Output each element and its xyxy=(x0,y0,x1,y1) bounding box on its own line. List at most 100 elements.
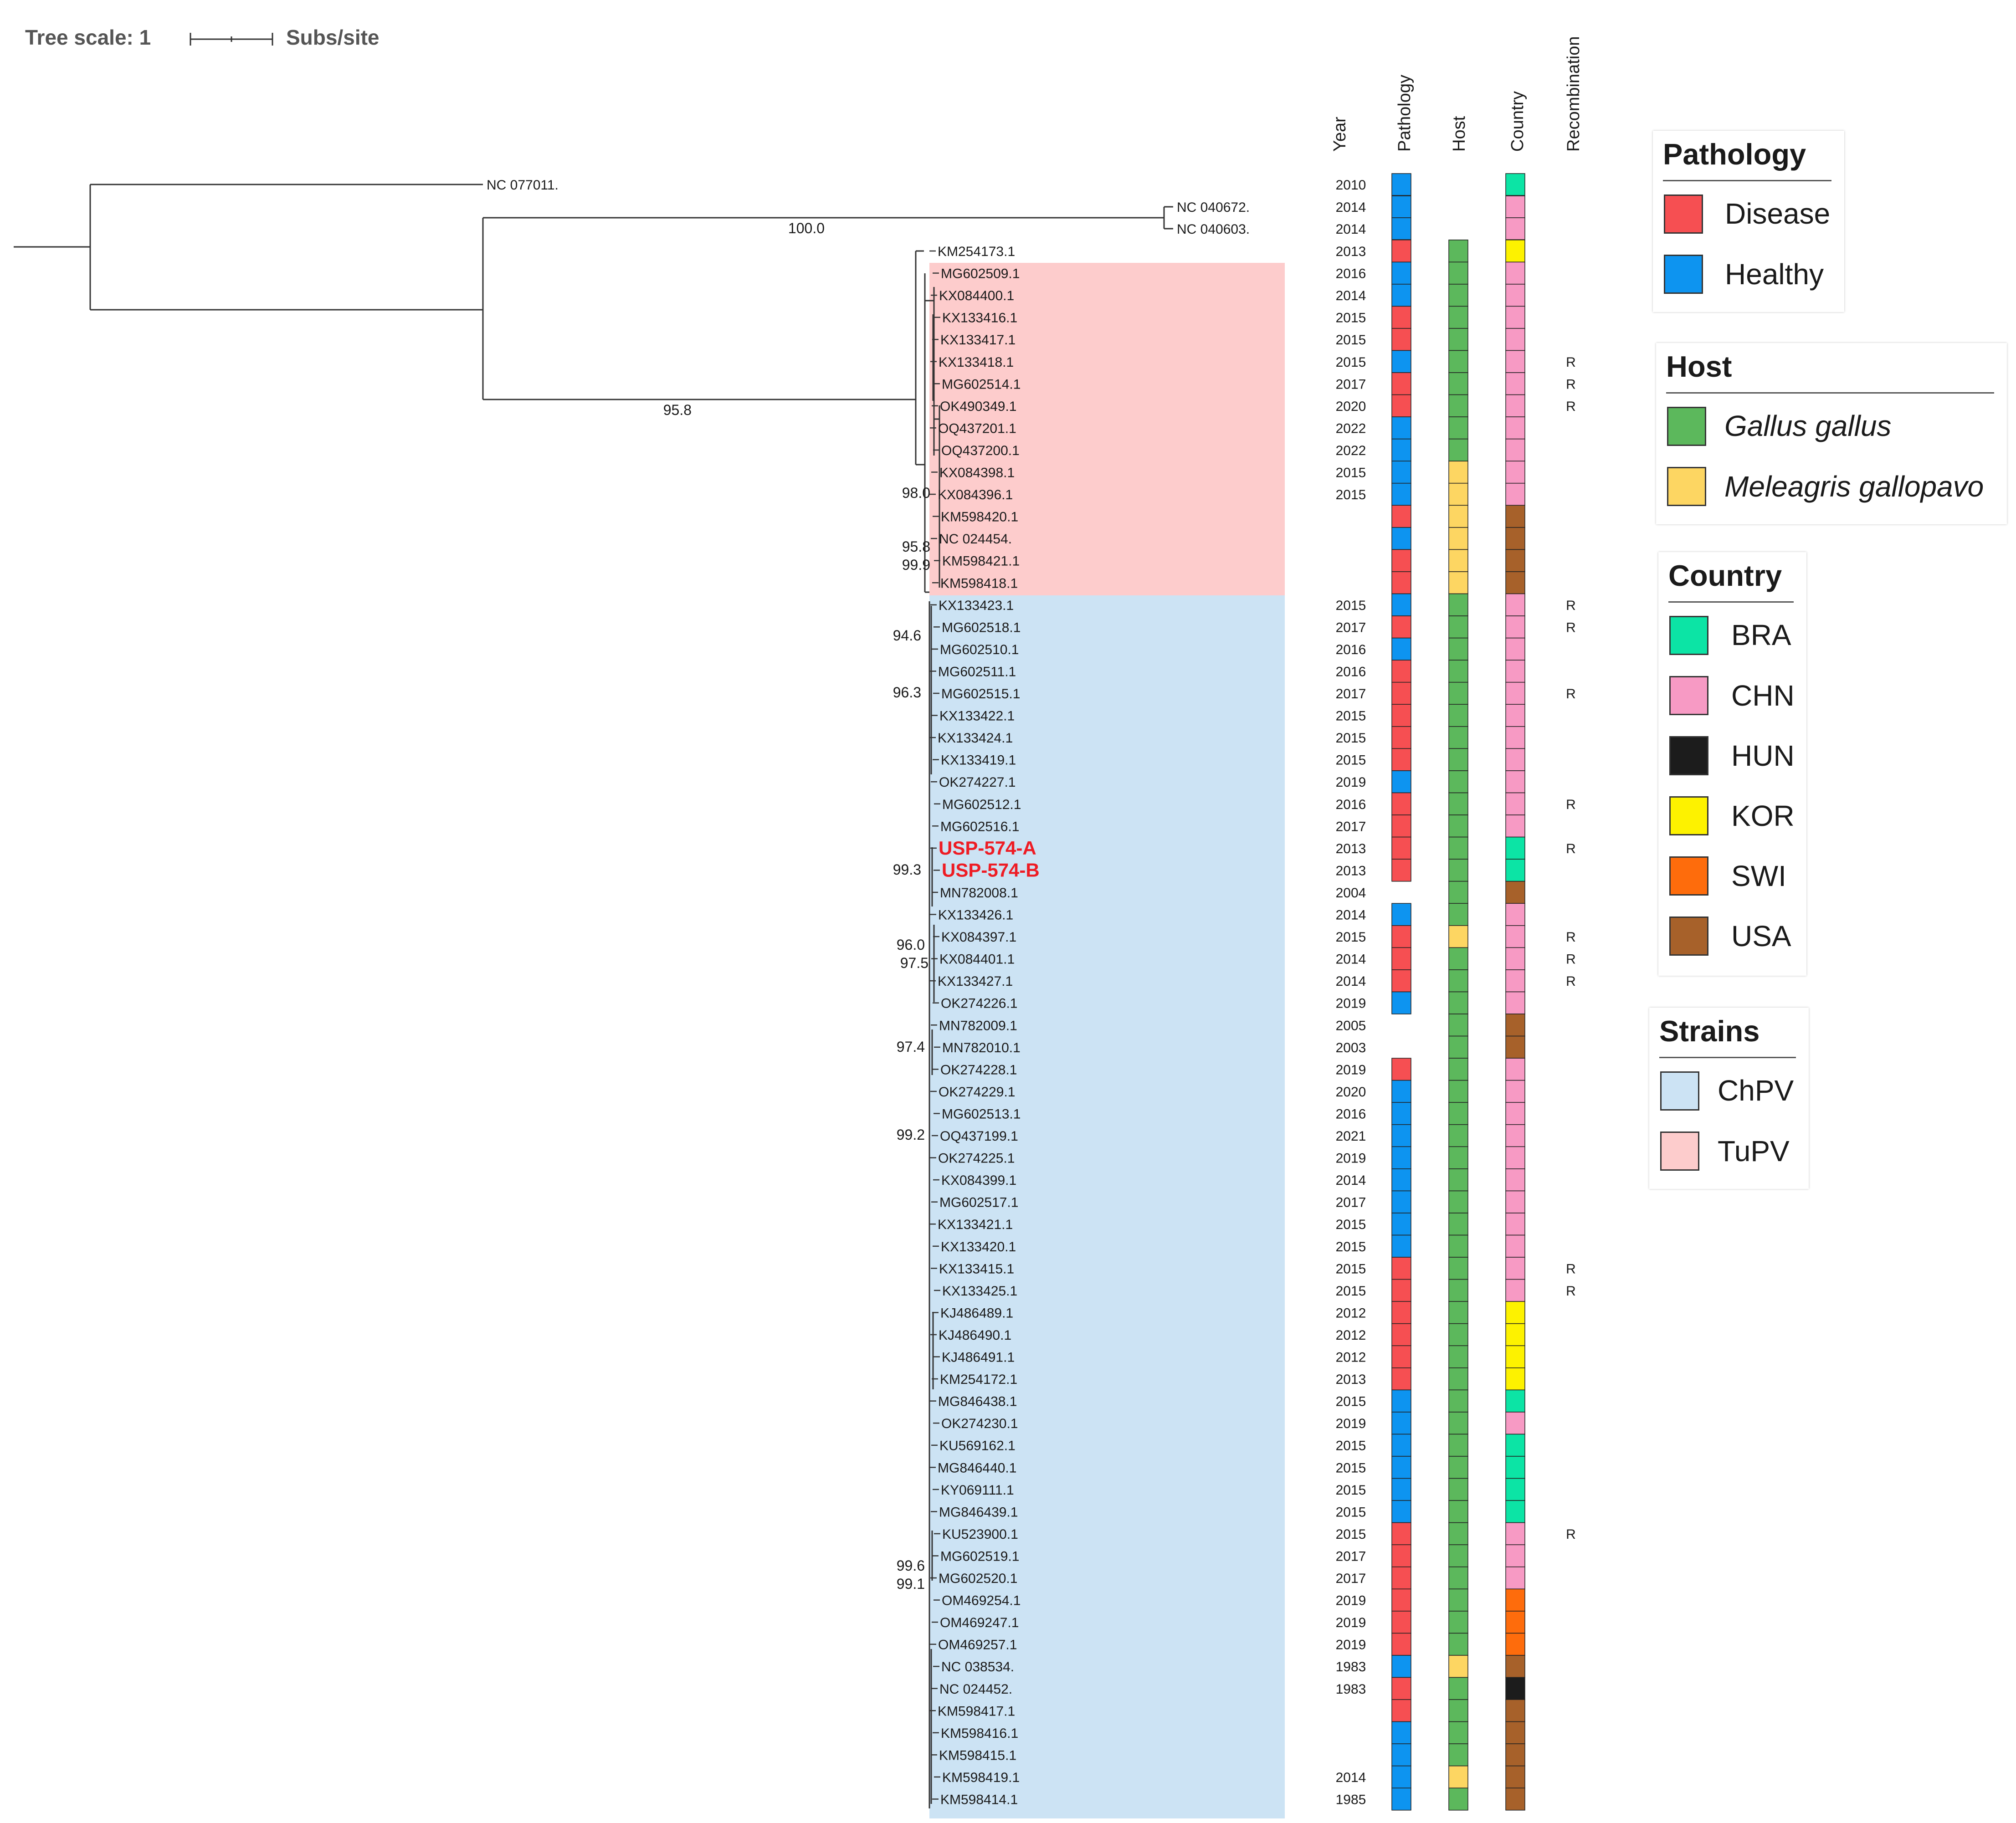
country-cell xyxy=(1505,1456,1525,1479)
host-cell xyxy=(1448,704,1468,727)
recombination-flag: R xyxy=(1566,1527,1576,1542)
legend-divider xyxy=(1668,601,1794,603)
year-value: 2012 xyxy=(1336,1350,1366,1365)
taxon-label: MN782009.1 xyxy=(939,1018,1017,1033)
year-value: 2015 xyxy=(1336,487,1366,502)
year-value: 2015 xyxy=(1336,930,1366,945)
year-value: 2010 xyxy=(1336,178,1366,193)
healthy-swatch xyxy=(1664,255,1703,294)
pathology-cell xyxy=(1391,461,1411,484)
bootstrap-label: 96.0 xyxy=(897,937,925,953)
country-cell xyxy=(1505,1787,1525,1811)
country-cell xyxy=(1505,1699,1525,1722)
host-cell xyxy=(1448,1367,1468,1391)
country-cell xyxy=(1505,394,1525,417)
taxon-label: MG846438.1 xyxy=(938,1394,1017,1409)
recombination-flag: R xyxy=(1566,1261,1576,1276)
taxon-label: OK274227.1 xyxy=(939,775,1016,790)
country-cell xyxy=(1505,925,1525,948)
pathology-cell xyxy=(1391,1611,1411,1634)
taxon-label: MG602517.1 xyxy=(939,1195,1018,1210)
taxon-label: NC 038534. xyxy=(941,1659,1014,1674)
host-cell xyxy=(1448,748,1468,771)
pathology-legend: Pathology Disease Healthy xyxy=(1653,131,1844,312)
strains-legend-title: Strains xyxy=(1659,1014,1760,1048)
host-column xyxy=(1448,239,1468,1811)
pathology-cell xyxy=(1391,1544,1411,1567)
pathology-cell xyxy=(1391,814,1411,838)
kor-swatch xyxy=(1669,796,1708,835)
year-value: 2016 xyxy=(1336,642,1366,657)
pathology-cell xyxy=(1391,549,1411,572)
host-cell xyxy=(1448,1434,1468,1457)
pathology-cell xyxy=(1391,1102,1411,1125)
year-value: 1983 xyxy=(1336,1659,1366,1674)
year-value: 2019 xyxy=(1336,775,1366,790)
tupv-swatch xyxy=(1660,1132,1699,1171)
year-value: 2020 xyxy=(1336,399,1366,414)
taxon-label: KM598416.1 xyxy=(941,1726,1018,1741)
pathology-cell xyxy=(1391,483,1411,506)
host-cell xyxy=(1448,239,1468,263)
country-cell xyxy=(1505,173,1525,196)
country-cell xyxy=(1505,1080,1525,1103)
bra-swatch xyxy=(1669,616,1708,655)
pathology-cell xyxy=(1391,1124,1411,1147)
taxon-label: NC 040603. xyxy=(1177,222,1250,237)
year-value: 2014 xyxy=(1336,908,1366,923)
country-cell xyxy=(1505,416,1525,440)
taxon-label: KM598418.1 xyxy=(940,576,1018,591)
year-value: 2019 xyxy=(1336,1615,1366,1630)
host-cell xyxy=(1448,1699,1468,1722)
country-cell xyxy=(1505,372,1525,395)
tree-scale-title: Tree scale: 1 xyxy=(25,26,151,49)
host-cell xyxy=(1448,1721,1468,1744)
pathology-cell xyxy=(1391,593,1411,616)
country-cell xyxy=(1505,681,1525,705)
gallus-gallus-legend-label: Gallus gallus xyxy=(1724,410,1892,442)
legend-divider xyxy=(1666,392,1994,394)
bootstrap-label: 97.5 xyxy=(900,955,928,971)
country-cell xyxy=(1505,1478,1525,1501)
taxon-label: OK274230.1 xyxy=(941,1416,1018,1431)
gallus-gallus-swatch xyxy=(1667,407,1706,446)
taxon-label: MG602512.1 xyxy=(942,797,1021,812)
host-cell xyxy=(1448,637,1468,661)
column-header-recombination: Recombination xyxy=(1564,36,1583,152)
pathology-cell xyxy=(1391,1412,1411,1435)
host-cell xyxy=(1448,1301,1468,1324)
host-cell xyxy=(1448,1655,1468,1678)
host-cell xyxy=(1448,1234,1468,1258)
year-value: 2017 xyxy=(1336,377,1366,392)
pathology-cell xyxy=(1391,217,1411,240)
host-cell xyxy=(1448,1213,1468,1236)
year-value: 2019 xyxy=(1336,1151,1366,1166)
taxon-label: MG602518.1 xyxy=(942,620,1021,635)
pathology-cell xyxy=(1391,284,1411,307)
taxon-label: KX133420.1 xyxy=(941,1239,1016,1255)
taxon-label: KX084399.1 xyxy=(941,1173,1016,1188)
taxon-label: MG602516.1 xyxy=(940,819,1019,834)
tupv-legend-label: TuPV xyxy=(1718,1135,1790,1168)
pathology-cell xyxy=(1391,1765,1411,1788)
host-cell xyxy=(1448,681,1468,705)
hun-legend-label: HUN xyxy=(1731,739,1795,772)
pathology-cell xyxy=(1391,195,1411,218)
taxon-label: NC 024454. xyxy=(939,532,1012,547)
recombination-flag: R xyxy=(1566,598,1576,613)
host-cell xyxy=(1448,328,1468,351)
country-cell xyxy=(1505,1014,1525,1037)
bootstrap-label: 94.6 xyxy=(893,627,921,644)
year-value: 2015 xyxy=(1336,333,1366,348)
country-cell xyxy=(1505,1566,1525,1590)
host-cell xyxy=(1448,1323,1468,1346)
host-cell xyxy=(1448,1765,1468,1788)
pathology-cell xyxy=(1391,306,1411,329)
country-cell xyxy=(1505,1522,1525,1545)
pathology-cell xyxy=(1391,416,1411,440)
pathology-cell xyxy=(1391,1699,1411,1722)
country-cell xyxy=(1505,1257,1525,1280)
chn-legend-label: CHN xyxy=(1731,679,1795,712)
host-cell xyxy=(1448,770,1468,794)
